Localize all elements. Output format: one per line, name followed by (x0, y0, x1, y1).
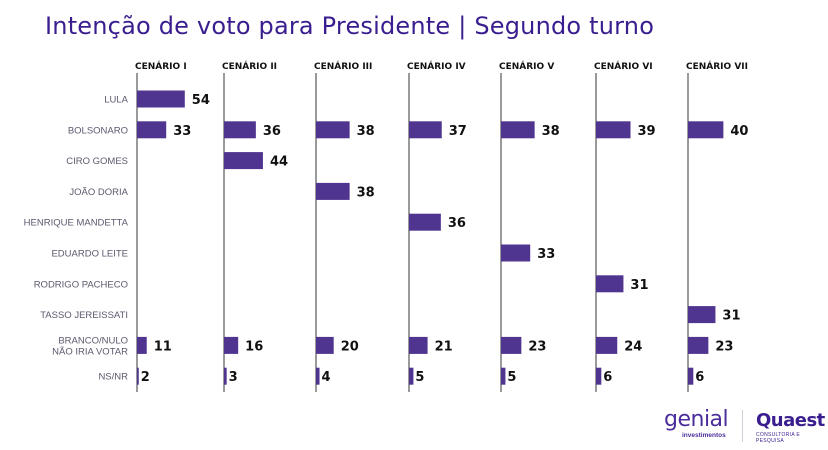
data-label: 31 (722, 309, 740, 324)
data-label: 31 (630, 278, 648, 293)
category-label: BRANCO/NULO NÃO IRIA VOTAR (52, 335, 128, 357)
data-label: 23 (715, 339, 733, 354)
bar (137, 367, 139, 385)
logos: genial investimentos Quaest CONSULTORIA … (660, 407, 825, 445)
bar (409, 213, 441, 231)
bar (137, 90, 185, 108)
bar (409, 336, 428, 354)
genial-logo: genial (664, 407, 729, 432)
bar (224, 121, 256, 139)
quaest-logo-subtitle: CONSULTORIA E PESQUISA (756, 432, 801, 444)
data-label: 37 (449, 124, 467, 139)
scenario-header: CENÁRIO IV (407, 60, 466, 72)
data-label: 44 (270, 155, 288, 170)
bar (409, 367, 414, 385)
data-label: 33 (537, 247, 555, 262)
data-label: 20 (341, 339, 359, 354)
bar (316, 336, 334, 354)
data-label: 3 (229, 370, 238, 385)
data-label: 2 (141, 370, 150, 385)
chart-title: Intenção de voto para Presidente | Segun… (45, 12, 655, 40)
bar (596, 336, 618, 354)
bar (501, 367, 506, 385)
bar (501, 121, 535, 139)
data-label: 38 (542, 124, 560, 139)
bar (316, 182, 350, 200)
data-label: 11 (154, 339, 172, 354)
category-label: CIRO GOMES (66, 156, 128, 167)
data-label: 40 (730, 124, 748, 139)
bar (137, 121, 167, 139)
bar (316, 121, 350, 139)
scenario-header: CENÁRIO V (499, 60, 554, 72)
data-label: 38 (357, 185, 375, 200)
bar (501, 336, 522, 354)
data-label: 33 (173, 124, 191, 139)
data-label: 24 (624, 339, 642, 354)
bar (224, 336, 239, 354)
bar (596, 275, 624, 293)
bar (596, 367, 602, 385)
scenario-header: CENÁRIO III (314, 60, 372, 72)
quaest-logo: Quaest (756, 410, 825, 431)
category-label: LULA (104, 95, 128, 106)
bar (137, 336, 147, 354)
bar (688, 336, 709, 354)
category-label: NS/NR (98, 372, 128, 383)
data-label: 38 (357, 124, 375, 139)
data-label: 21 (435, 339, 453, 354)
data-label: 6 (603, 370, 612, 385)
bar (596, 121, 631, 139)
bar (224, 152, 263, 170)
data-label: 6 (695, 370, 704, 385)
bar (501, 244, 531, 262)
scenario-header: CENÁRIO VII (686, 60, 748, 72)
data-label: 39 (638, 124, 656, 139)
category-label: RODRIGO PACHECO (34, 279, 128, 290)
data-label: 5 (415, 370, 424, 385)
category-label: HENRIQUE MANDETTA (24, 218, 129, 229)
bar (688, 306, 716, 324)
genial-logo-subtitle: investimentos (682, 432, 726, 439)
bar (688, 121, 724, 139)
data-label: 4 (322, 370, 331, 385)
bar (409, 121, 442, 139)
data-label: 23 (528, 339, 546, 354)
bar (688, 367, 694, 385)
data-label: 36 (263, 124, 281, 139)
scenario-header: CENÁRIO II (222, 60, 277, 72)
data-label: 16 (245, 339, 263, 354)
category-label: JOÃO DORIA (69, 187, 128, 198)
bar (224, 367, 227, 385)
data-label: 54 (192, 93, 210, 108)
scenario-header: CENÁRIO VI (594, 60, 653, 72)
bar (316, 367, 320, 385)
category-label: EDUARDO LEITE (51, 249, 128, 260)
scenario-header: CENÁRIO I (135, 60, 187, 72)
data-label: 36 (448, 216, 466, 231)
category-label: TASSO JEREISSATI (40, 310, 128, 321)
data-label: 5 (507, 370, 516, 385)
logo-divider (742, 410, 743, 442)
category-label: BOLSONARO (68, 125, 128, 136)
